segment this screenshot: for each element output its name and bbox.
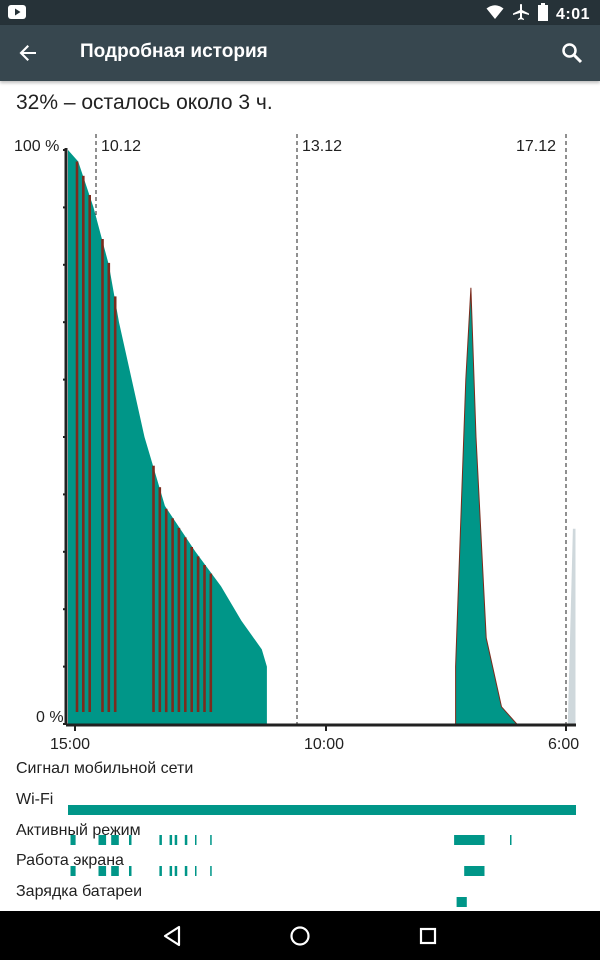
track-segment (510, 835, 512, 845)
status-time: 4:01 (555, 5, 590, 23)
home-circle-icon[interactable] (287, 923, 313, 949)
charging-spike (82, 175, 85, 713)
date-marker-label: 13.12 (302, 138, 342, 155)
charging-spike (113, 296, 117, 712)
charging-spike (177, 527, 181, 712)
charging-spike (184, 537, 187, 712)
track-segment (129, 835, 132, 845)
date-marker-label: 10.12 (101, 138, 141, 155)
airplane-mode-icon (512, 3, 530, 26)
charging-spike (101, 239, 104, 712)
track-segment (159, 866, 162, 876)
charging-spike (190, 547, 193, 712)
track-segment (111, 835, 119, 845)
track-segment (184, 835, 188, 845)
x-axis-labels: 15:00 10:00 6:00 (50, 725, 579, 753)
track-segment (195, 835, 197, 845)
wifi-icon (486, 4, 504, 25)
track-label-charging: Зарядка батареи (16, 883, 143, 900)
youtube-notification-icon (8, 4, 26, 25)
charging-spike (203, 565, 206, 712)
track-segment (184, 866, 188, 876)
track-segment (210, 866, 212, 876)
track-segment (454, 835, 485, 845)
x-tick-label: 6:00 (548, 736, 579, 753)
charging-spike (88, 195, 91, 712)
track-segment (174, 866, 178, 876)
charging-spike (158, 487, 162, 712)
track-segment (70, 835, 76, 845)
track-label-screen-on: Работа экрана (16, 852, 124, 869)
charging-spike (164, 508, 168, 713)
event-tracks: Сигнал мобильной сети Wi-Fi Активный реж… (0, 755, 600, 915)
track-segment (169, 835, 173, 845)
track-segment (456, 897, 467, 907)
battery-level-areas (68, 150, 576, 725)
search-icon[interactable] (558, 39, 586, 67)
charging-spike (152, 465, 155, 712)
app-bar: Подробная история (0, 25, 600, 81)
track-segment (174, 835, 178, 845)
track-segment (68, 805, 576, 815)
y-axis-ticks (63, 149, 66, 725)
battery-area-series (567, 528, 576, 724)
track-segment (111, 866, 119, 876)
arrow-back-icon[interactable] (14, 39, 42, 67)
track-label-mobile-signal: Сигнал мобильной сети (16, 760, 194, 777)
track-segment (210, 835, 212, 845)
page-title: Подробная история (80, 41, 268, 62)
charging-spikes (75, 161, 213, 713)
back-triangle-icon[interactable] (160, 923, 186, 949)
track-label-awake: Активный режим (16, 822, 141, 839)
battery-area-series (68, 287, 518, 725)
charging-spike (107, 262, 111, 712)
track-segment (464, 866, 485, 876)
track-segment (129, 866, 132, 876)
charging-spike (75, 161, 79, 712)
track-segment (98, 866, 107, 876)
track-segment (169, 866, 173, 876)
charging-spike (171, 518, 174, 712)
charging-spike (209, 573, 213, 712)
battery-area-series (68, 150, 267, 724)
track-bars (68, 805, 576, 907)
battery-icon (537, 3, 548, 26)
track-segment (195, 866, 197, 876)
track-segment (98, 835, 107, 845)
y-label-max: 100 % (14, 138, 59, 155)
navigation-bar (0, 911, 600, 960)
date-marker-label: 17.12 (516, 138, 556, 155)
x-tick-label: 10:00 (304, 736, 344, 753)
battery-history-chart: 100 % 0 % 10.12 13.12 17.12 15:00 10:00 … (14, 134, 579, 753)
y-label-min: 0 % (36, 709, 64, 726)
track-label-wifi: Wi-Fi (16, 791, 54, 808)
track-segment (159, 835, 162, 845)
x-tick-label: 15:00 (50, 736, 90, 753)
charging-spike (196, 556, 200, 712)
battery-summary: 32% – осталось около 3 ч. (16, 91, 273, 114)
track-segment (70, 866, 76, 876)
recents-square-icon[interactable] (415, 923, 441, 949)
status-bar: 4:01 (0, 0, 600, 25)
